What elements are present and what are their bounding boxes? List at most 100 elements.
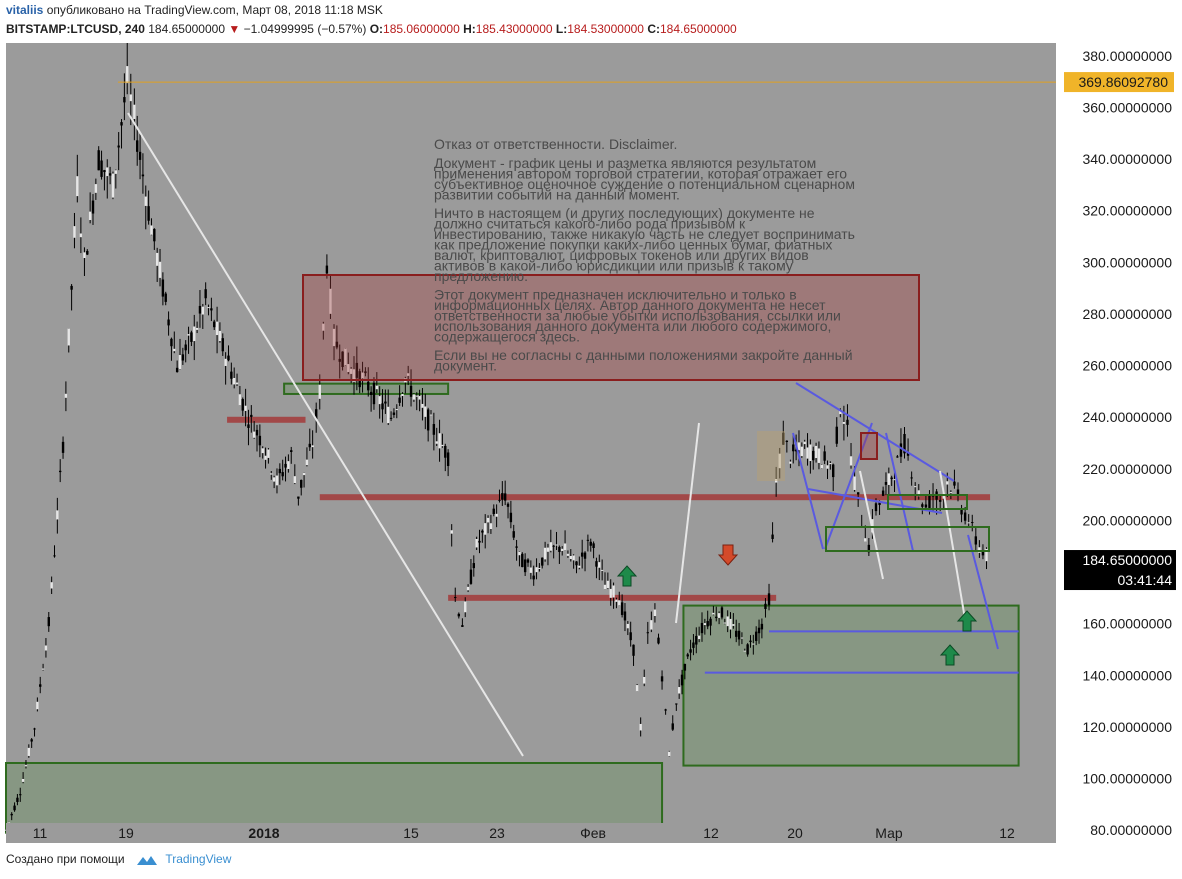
candle-body	[27, 747, 31, 756]
candle-body	[881, 490, 885, 496]
candle-body	[401, 393, 404, 397]
candle-body	[931, 495, 935, 497]
candle-body	[555, 544, 558, 546]
tradingview-logo-icon[interactable]	[136, 853, 158, 867]
candle-body	[515, 546, 518, 548]
candle-body	[823, 451, 826, 461]
candle-body	[740, 637, 744, 639]
candle-body	[832, 464, 835, 478]
green-range-box-small[interactable]	[887, 494, 968, 510]
candle-body	[364, 371, 367, 374]
candle-body	[207, 307, 210, 309]
candle-body	[729, 618, 732, 630]
candle-body	[569, 556, 572, 560]
countdown-label: 03:41:44	[1118, 572, 1173, 588]
candle-body	[344, 348, 347, 366]
candle-body	[752, 643, 755, 645]
trendline-grey-2[interactable]	[859, 470, 884, 580]
y-tick-label: 300.00000000	[1082, 254, 1172, 270]
candle-body	[495, 513, 498, 517]
candle-body	[302, 472, 306, 476]
candle-body	[461, 625, 464, 627]
candle-body	[489, 523, 493, 530]
candle-body	[421, 403, 424, 408]
marker-box[interactable]	[860, 432, 878, 460]
y-tick-label: 120.00000000	[1082, 719, 1172, 735]
candle-body	[36, 701, 39, 710]
candle-body	[284, 463, 287, 468]
candle-body	[250, 414, 253, 417]
candle-body	[412, 394, 416, 400]
price-chart[interactable]: 380.00000000 360.00000000 340.00000000 320.…	[0, 43, 1182, 843]
candle-body	[441, 444, 444, 447]
resistance-line-0[interactable]	[319, 494, 991, 501]
candle-body	[395, 409, 398, 411]
candle-body	[83, 252, 86, 259]
wedge-trendline-4[interactable]	[885, 432, 914, 552]
disclaimer-line: предложению.	[434, 268, 528, 284]
candle-body	[509, 512, 513, 523]
resistance-line-1[interactable]	[448, 594, 777, 601]
buy-arrow-icon[interactable]	[616, 565, 638, 587]
candle-body	[846, 419, 849, 425]
wedge-trendline-5[interactable]	[967, 534, 999, 650]
candle-body	[771, 534, 774, 539]
buy-arrow-icon[interactable]	[956, 610, 978, 632]
candle-body	[974, 536, 978, 545]
candle-body	[193, 326, 196, 342]
x-tick-label: 23	[489, 825, 505, 841]
trendline-grey-1[interactable]	[675, 422, 700, 624]
plot-area[interactable]	[6, 43, 1056, 843]
candle-body	[867, 544, 871, 553]
buy-arrow-icon[interactable]	[939, 644, 961, 666]
candle-body	[13, 805, 16, 811]
candle-body	[341, 351, 344, 367]
support-zone-2[interactable]	[283, 382, 450, 395]
candle-body	[700, 622, 704, 634]
trendline-grey-0[interactable]	[127, 112, 524, 757]
candle-body	[842, 422, 846, 424]
y-tick-label: 260.00000000	[1082, 358, 1172, 374]
time-axis[interactable]	[6, 823, 1056, 843]
price-axis[interactable]	[1056, 43, 1182, 843]
wedge-trendline-2[interactable]	[792, 432, 824, 550]
candle-body	[335, 341, 339, 348]
candle-body	[692, 642, 695, 648]
candle-body	[737, 630, 741, 640]
candle-body	[270, 473, 273, 475]
candle-body	[308, 443, 311, 448]
y-tick-label: 200.00000000	[1082, 512, 1172, 528]
candle-body	[580, 552, 584, 557]
low-value: 184.53000000	[567, 22, 644, 36]
candle-body	[318, 384, 321, 399]
candle-body	[960, 509, 963, 515]
candle-body	[136, 140, 139, 152]
candle-body	[210, 308, 213, 311]
resistance-line-2[interactable]	[227, 416, 306, 423]
consolidation-box[interactable]	[757, 431, 785, 481]
support-zone-0[interactable]	[5, 762, 664, 834]
candle-body	[355, 362, 359, 378]
tradingview-brand[interactable]: TradingView	[165, 852, 232, 866]
candle-body	[111, 173, 115, 198]
candle-body	[103, 170, 106, 173]
candle-body	[764, 603, 767, 609]
candle-body	[255, 429, 259, 436]
author-name[interactable]: vitaliis	[6, 3, 44, 17]
candle-body	[778, 453, 781, 469]
candle-body	[58, 470, 62, 473]
open-label: O:	[369, 22, 384, 36]
candle-body	[158, 261, 162, 278]
y-tick-label: 240.00000000	[1082, 409, 1172, 425]
x-tick-label: Мар	[875, 825, 903, 841]
candle-body	[646, 632, 649, 634]
candle-body	[874, 503, 878, 512]
sell-arrow-icon[interactable]	[717, 544, 739, 566]
candle-body	[717, 613, 721, 618]
candle-body	[785, 440, 789, 443]
disclaimer-red-zone[interactable]	[302, 274, 920, 381]
candle-body	[797, 442, 801, 451]
disclaimer-title: Отказ от ответственности. Disclaimer.	[434, 136, 677, 152]
candle-body	[264, 455, 267, 460]
green-range-box[interactable]	[825, 526, 990, 552]
